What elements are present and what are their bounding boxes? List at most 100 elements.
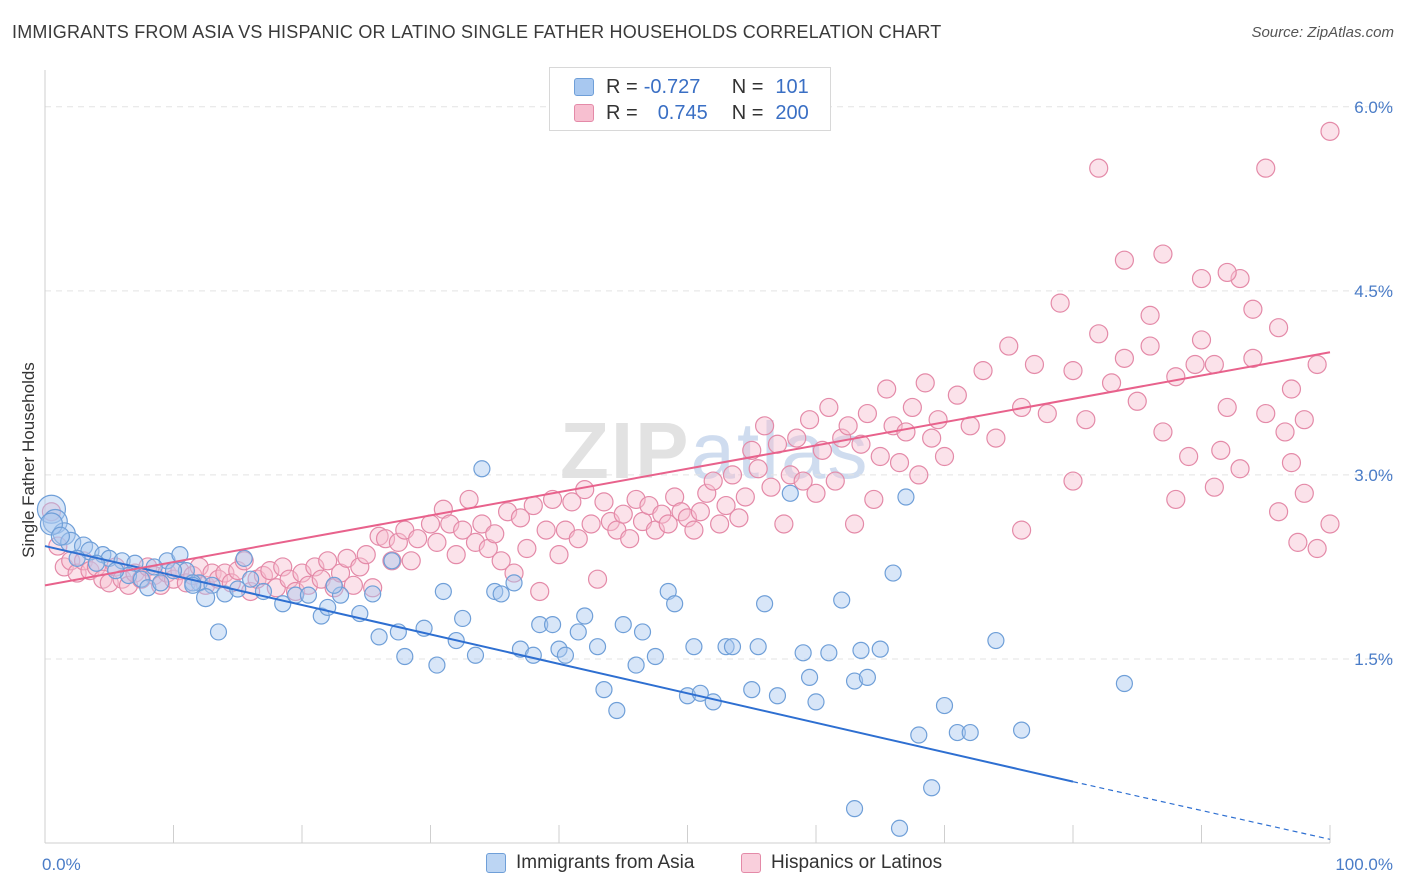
hispanic-point [799,410,820,430]
asia-point [723,638,742,656]
hispanic-point [1307,538,1327,559]
bottom-legend-hispanic[interactable]: Hispanics or Latinos [741,852,942,874]
asia-point [800,668,819,686]
hispanic-point [1140,305,1160,325]
asia-point [550,640,568,658]
hispanic-point [1204,477,1224,497]
hispanic-point [594,492,614,512]
hispanic-point [722,465,743,485]
source-credit: Source: ZipAtlas.com [1251,24,1394,41]
hispanic-point [1089,324,1109,344]
hispanic-point [620,529,640,549]
asia-point [383,552,401,570]
hispanic-point [973,361,993,381]
y-tick-label: 1.5% [1354,650,1393,669]
asia-point [749,638,767,656]
hispanic-point [446,545,466,565]
legend: R = -0.727 N = 101 R = 0.745 N = 200 [549,67,831,131]
hispanic-point [536,520,556,540]
asia-point [1012,721,1031,739]
bottom-legend: Immigrants from Asia Hispanics or Latino… [0,852,1406,878]
hispanic-point [1268,502,1289,522]
asia-point [608,701,626,720]
hispanic-point [1089,158,1109,178]
hispanic-point [350,557,370,577]
hispanic-point [1294,483,1314,503]
bottom-legend-swatch-asia [486,853,506,873]
hispanic-point [1211,440,1231,460]
asia-point [325,576,343,594]
hispanic-point [1063,471,1083,491]
hispanic-point [356,545,376,565]
hispanic-point [838,416,858,436]
asia-point [717,638,735,656]
hispanic-point [1191,268,1212,289]
hispanic-point [819,397,839,418]
hispanic-point [793,471,813,491]
hispanic-point [1166,489,1186,510]
hispanic-point [1191,330,1212,350]
hispanic-point [581,514,601,534]
hispanic-point [1185,354,1205,375]
legend-n-value: 101 [775,75,809,98]
asia-point [171,546,189,564]
hispanic-point [690,502,710,522]
asia-point [794,644,812,662]
hispanic-point [902,397,922,418]
legend-row-asia: R = -0.727 N = 101 [574,75,809,99]
asia-point [531,615,549,634]
asia-point [820,644,838,662]
hispanic-point [472,514,492,534]
asia-point [646,647,664,666]
hispanic-point [710,514,730,534]
axes [44,70,1331,844]
hispanic-point [1166,367,1186,387]
hispanic-point [928,410,948,430]
asia-point [152,574,170,592]
bottom-legend-asia[interactable]: Immigrants from Asia [486,852,694,874]
asia-point [685,638,703,656]
hispanic-point [857,403,878,424]
bottom-legend-swatch-hispanic [741,853,761,873]
asia-point [434,582,452,601]
hispanic-point [504,563,524,583]
legend-r-label: R = [606,75,638,98]
hispanic-point [1050,293,1070,313]
y-tick-label: 6.0% [1354,98,1393,117]
asia-point [987,631,1005,650]
hispanic-point [1037,403,1057,424]
hispanic-point [774,514,794,534]
hispanic-point [1320,121,1340,141]
legend-n-label: N = [731,75,764,98]
asia-point [556,646,575,664]
hispanic-point [375,529,396,549]
hispanic-point [999,336,1019,356]
asia-point [910,726,928,744]
hispanic-point [530,581,550,602]
hispanic-point [909,465,929,485]
asia-point [633,623,652,641]
asia-point [897,488,915,506]
hispanic-point [1114,348,1135,368]
hispanic-point [260,561,280,581]
legend-swatch-asia [574,78,594,96]
hispanic-point [1320,514,1340,534]
hispanic-point [806,483,826,503]
hispanic-point [485,524,505,544]
hispanic-point [896,422,916,442]
asia-point [209,623,228,641]
asia-point [235,549,253,567]
hispanic-point [652,504,672,524]
asia-point [132,570,150,588]
hispanic-point [510,508,531,528]
hispanic-point [1076,410,1096,430]
y-tick-label: 4.5% [1354,282,1393,301]
hispanic-point [523,495,543,516]
asia-point [364,585,382,603]
asia-point [216,585,234,603]
hispanic-point [851,434,871,454]
hispanic-point [825,471,845,491]
asia-point [948,723,966,742]
hispanic-point [1101,373,1122,393]
hispanic-point [1256,158,1276,178]
